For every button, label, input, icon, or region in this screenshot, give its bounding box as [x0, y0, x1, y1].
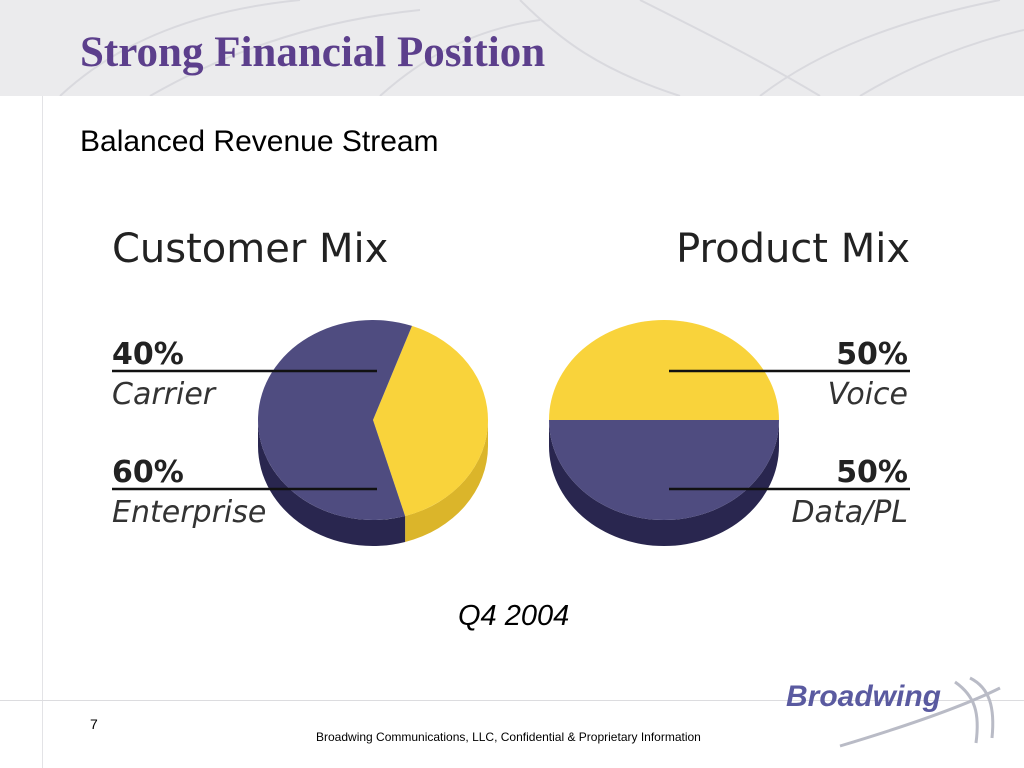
pie-side-carrier — [405, 420, 488, 542]
page-number: 7 — [90, 716, 98, 732]
slice-name-label: Voice — [828, 377, 908, 412]
pie-slice-voice — [549, 320, 779, 420]
header-band — [0, 0, 1024, 96]
pie-side-datapl — [549, 420, 779, 546]
pie-slice-datapl — [549, 420, 779, 520]
slice-name-label: Carrier — [112, 377, 217, 412]
period-label: Q4 2004 — [458, 600, 570, 632]
slide-subtitle: Balanced Revenue Stream — [80, 125, 439, 158]
broadwing-logo: Broadwing — [786, 676, 1001, 748]
pie-chart-1: Customer Mix 40% Carrier 60% Enterprise — [112, 226, 489, 546]
footer-rule — [0, 700, 1024, 701]
pie-chart-2: Product Mix 50% Voice 50% Data/PL — [549, 226, 910, 546]
header-decoration — [59, 0, 1024, 96]
slice-percent-label: 50% — [836, 337, 908, 372]
pie-charts: Customer Mix 40% Carrier 60% Enterprise Produ… — [112, 226, 910, 546]
chart-title: Customer Mix — [112, 226, 388, 272]
slice-name-label: Enterprise — [112, 495, 266, 530]
slice-name-label: Data/PL — [791, 495, 908, 530]
logo-wordmark: Broadwing — [786, 680, 941, 713]
pie-side-enterprise — [258, 420, 406, 546]
chart-title: Product Mix — [676, 226, 910, 272]
slice-percent-label: 60% — [112, 455, 184, 490]
left-rule — [42, 96, 43, 768]
logo-swoosh — [839, 676, 1001, 748]
pie-slice-carrier — [373, 325, 489, 516]
footer-text: Broadwing Communications, LLC, Confident… — [316, 730, 701, 744]
slice-percent-label: 50% — [836, 455, 908, 490]
slide-title: Strong Financial Position — [80, 29, 546, 76]
slice-percent-label: 40% — [112, 337, 184, 372]
